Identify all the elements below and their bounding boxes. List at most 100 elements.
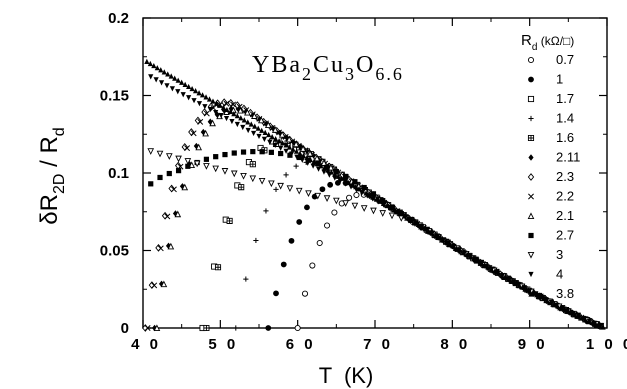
data-point bbox=[471, 256, 477, 262]
legend-entries: 0.7 1 1.7 1.4 1.6 2.11 2.3 2.2 2.1 2.7 3 4 3.8 bbox=[527, 52, 580, 301]
y-axis-ticks: 0 0.05 0.1 0.15 0.2 bbox=[100, 10, 607, 337]
data-point bbox=[245, 127, 251, 134]
data-point bbox=[333, 169, 339, 175]
data-point bbox=[238, 184, 245, 191]
data-point bbox=[352, 179, 358, 185]
data-point bbox=[301, 290, 309, 297]
data-point bbox=[151, 62, 157, 69]
legend-label: 1 bbox=[556, 72, 563, 87]
data-point bbox=[165, 71, 171, 77]
data-point bbox=[261, 136, 268, 143]
data-point bbox=[436, 234, 442, 241]
data-point bbox=[422, 226, 428, 232]
data-point bbox=[245, 119, 251, 125]
data-point bbox=[280, 261, 287, 268]
legend-label: 2.1 bbox=[556, 208, 574, 223]
data-point bbox=[353, 191, 360, 199]
series-1-7 bbox=[199, 137, 600, 332]
legend-item: 0.7 bbox=[527, 52, 574, 67]
data-point bbox=[227, 108, 233, 115]
data-point bbox=[360, 205, 368, 212]
y-axis-label-main: δR bbox=[36, 194, 63, 225]
data-point bbox=[506, 276, 512, 282]
data-point bbox=[184, 145, 191, 152]
data-point bbox=[287, 152, 293, 158]
data-point bbox=[236, 103, 243, 110]
legend-label: 3.8 bbox=[556, 286, 574, 301]
data-point bbox=[193, 160, 201, 168]
data-point bbox=[314, 192, 322, 200]
formula-o: O bbox=[356, 52, 375, 78]
legend-label: 2.7 bbox=[556, 228, 574, 243]
data-point bbox=[300, 152, 307, 158]
data-point bbox=[600, 324, 606, 330]
data-point bbox=[327, 181, 334, 188]
data-point bbox=[147, 60, 153, 67]
data-point bbox=[307, 156, 314, 163]
data-point bbox=[389, 205, 395, 211]
data-point bbox=[530, 290, 536, 296]
data-point bbox=[565, 308, 571, 314]
legend-marker bbox=[527, 212, 535, 220]
x-tick-label: 9 0 bbox=[518, 336, 548, 353]
data-point bbox=[213, 110, 219, 116]
series-1-6 bbox=[203, 140, 604, 332]
legend-marker bbox=[528, 271, 534, 278]
data-point bbox=[551, 301, 557, 307]
data-point bbox=[325, 167, 331, 173]
data-point bbox=[288, 151, 295, 157]
data-point bbox=[203, 163, 210, 170]
legend-item: 1.4 bbox=[528, 111, 574, 126]
data-point bbox=[186, 83, 192, 90]
data-point bbox=[321, 165, 327, 171]
data-point bbox=[311, 159, 317, 165]
data-point bbox=[332, 171, 338, 177]
data-point bbox=[499, 272, 505, 278]
legend-title: Rd (kΩ/□) bbox=[521, 32, 574, 53]
data-point bbox=[349, 181, 355, 188]
data-point bbox=[166, 170, 172, 177]
formula-sub-66: 6.6 bbox=[375, 64, 404, 84]
data-point bbox=[276, 138, 282, 144]
data-point bbox=[278, 145, 284, 151]
legend-marker bbox=[528, 154, 534, 161]
data-point bbox=[277, 182, 284, 190]
legend-item: 1.6 bbox=[527, 130, 574, 145]
data-point bbox=[320, 159, 328, 166]
data-point bbox=[450, 243, 456, 249]
data-point bbox=[296, 219, 303, 225]
data-point bbox=[263, 208, 269, 214]
data-point bbox=[534, 292, 540, 298]
data-point bbox=[509, 278, 515, 284]
data-point bbox=[293, 148, 300, 154]
legend-label: 1.4 bbox=[556, 111, 574, 126]
y-axis-label-rest: / R bbox=[36, 136, 63, 173]
data-point bbox=[189, 85, 195, 92]
data-point bbox=[251, 112, 258, 119]
data-point bbox=[457, 247, 463, 253]
data-point bbox=[387, 204, 394, 211]
legend-title-sub: d bbox=[532, 42, 538, 53]
data-point bbox=[190, 130, 197, 137]
data-point bbox=[169, 86, 175, 92]
data-point bbox=[158, 80, 165, 86]
data-point bbox=[293, 163, 299, 169]
data-point bbox=[495, 270, 501, 276]
data-point bbox=[182, 81, 188, 87]
data-point bbox=[273, 186, 279, 193]
data-point bbox=[202, 129, 209, 137]
data-point bbox=[379, 210, 387, 217]
legend-marker bbox=[527, 56, 535, 64]
data-point bbox=[313, 154, 321, 162]
legend-title-r: R bbox=[521, 32, 532, 49]
data-point bbox=[593, 321, 599, 327]
data-point bbox=[429, 230, 435, 236]
data-point bbox=[179, 79, 185, 85]
data-point bbox=[249, 175, 257, 183]
legend-item: 2.11 bbox=[528, 150, 580, 165]
data-point bbox=[262, 129, 268, 135]
data-point bbox=[203, 110, 210, 117]
data-point bbox=[259, 127, 265, 133]
data-point bbox=[339, 175, 345, 181]
